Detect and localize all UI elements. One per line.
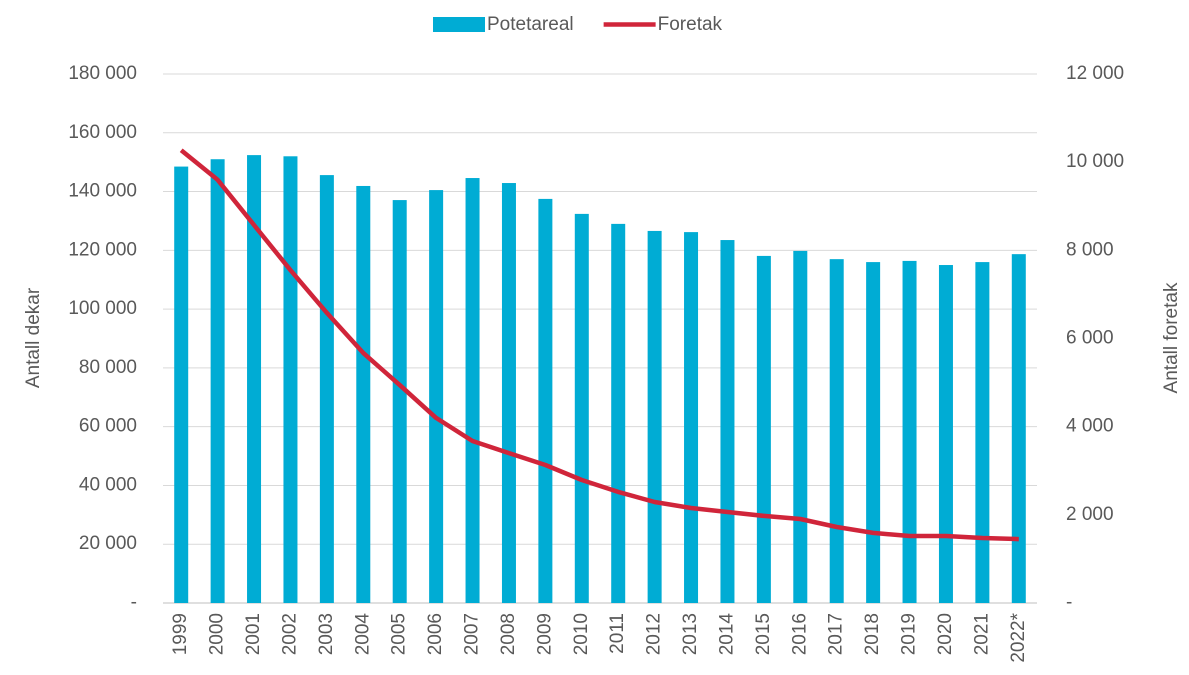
y2-tick-label: 12 000	[1066, 63, 1124, 84]
y2-tick-label: 6 000	[1066, 328, 1114, 349]
bar	[465, 178, 480, 603]
y2-tick-label: 10 000	[1066, 151, 1124, 172]
bar	[684, 232, 699, 603]
bar	[538, 198, 553, 603]
x-tick-label: 2008	[498, 613, 519, 655]
bar	[283, 156, 298, 604]
x-tick-label: 1999	[170, 613, 191, 655]
bar	[574, 213, 589, 603]
bar	[501, 183, 516, 603]
bar	[647, 230, 662, 604]
x-tick-label: 2010	[571, 613, 592, 655]
y-tick-label: 80 000	[79, 357, 137, 378]
y-tick-label: 40 000	[79, 474, 137, 495]
x-tick-label: 2020	[935, 613, 956, 655]
x-tick-label: 2014	[716, 613, 737, 656]
bar	[902, 260, 917, 603]
x-tick-label: 2011	[607, 613, 628, 654]
bar	[611, 223, 626, 603]
bar	[247, 155, 262, 603]
bar	[392, 200, 407, 603]
y-tick-label: 140 000	[68, 181, 137, 202]
bar	[829, 259, 844, 603]
y-tick-label: 160 000	[68, 122, 137, 143]
bar	[720, 240, 735, 603]
legend-swatch	[433, 17, 485, 32]
x-tick-label: 2006	[425, 613, 446, 655]
y-tick-label: 100 000	[68, 298, 137, 319]
bar	[793, 250, 808, 603]
x-tick-label: 2015	[753, 613, 774, 655]
legend-label: Foretak	[658, 14, 723, 35]
y2-tick-label: -	[1066, 592, 1072, 613]
x-tick-label: 2021	[971, 613, 992, 655]
x-tick-label: 2018	[862, 613, 883, 655]
bar	[319, 175, 334, 603]
legend-label: Potetareal	[487, 14, 574, 35]
x-tick-label: 2012	[644, 613, 665, 655]
bar	[975, 262, 990, 603]
line	[179, 148, 1019, 542]
y-tick-label: 20 000	[79, 533, 137, 554]
x-tick-label: 2016	[789, 613, 810, 655]
x-tick-label: 2005	[389, 613, 410, 655]
bar	[174, 166, 189, 603]
x-tick-label: 2019	[899, 613, 920, 655]
x-tick-label: 2009	[534, 613, 555, 655]
bar	[1011, 254, 1026, 604]
bar	[938, 265, 953, 603]
y-tick-label: 120 000	[68, 239, 137, 260]
y2-tick-label: 4 000	[1066, 416, 1114, 437]
bar	[866, 262, 881, 603]
y-axis-title: Antall dekar	[23, 287, 44, 388]
bar	[429, 190, 444, 603]
x-tick-label: 2013	[680, 613, 701, 655]
y2-tick-label: 2 000	[1066, 504, 1114, 525]
bar	[356, 185, 371, 603]
x-tick-label: 2003	[316, 613, 337, 655]
x-tick-label: 2001	[243, 613, 264, 655]
x-tick-label: 2007	[462, 613, 483, 655]
x-tick-label: 2000	[207, 613, 228, 655]
x-tick-label: 2004	[352, 613, 373, 656]
y2-axis-title: Antall foretak	[1161, 282, 1182, 393]
x-tick-label: 2022*	[1008, 612, 1029, 662]
bar	[756, 255, 771, 603]
x-tick-label: 2017	[826, 613, 847, 655]
bar	[210, 159, 225, 603]
x-tick-label: 2002	[279, 613, 300, 655]
y-tick-label: 60 000	[79, 416, 137, 437]
y-tick-label: -	[131, 592, 137, 613]
y-tick-label: 180 000	[68, 63, 137, 84]
y2-tick-label: 8 000	[1066, 239, 1114, 260]
